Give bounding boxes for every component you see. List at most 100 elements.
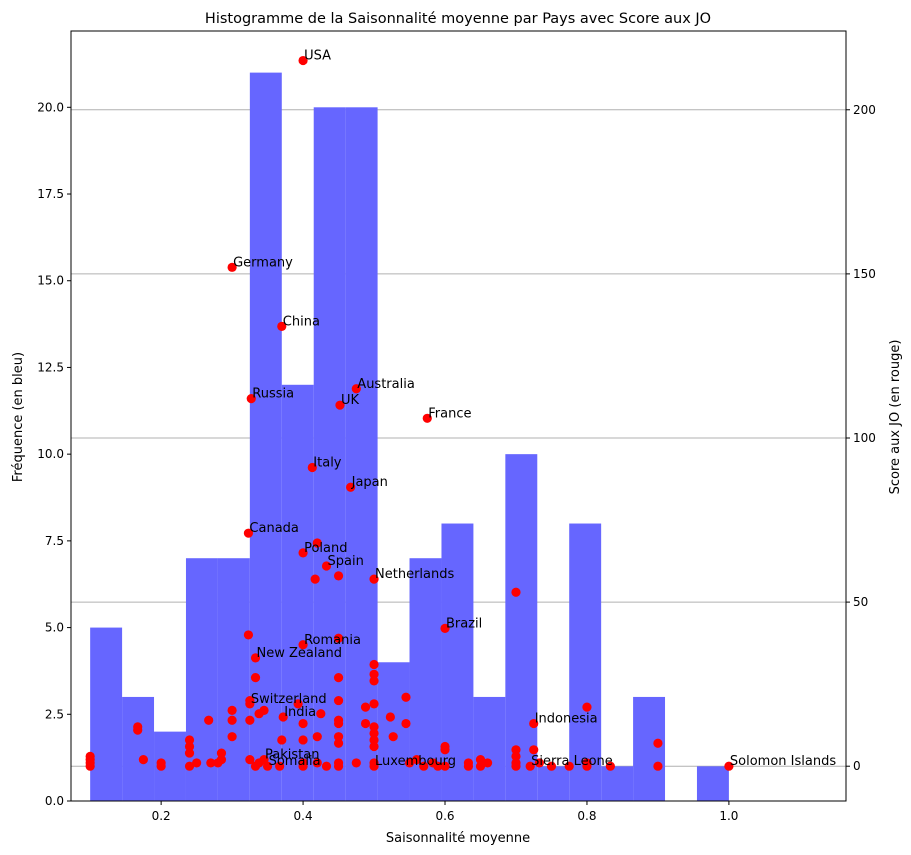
scatter-point [275, 761, 285, 771]
scatter-point [433, 761, 443, 771]
scatter-point [298, 548, 308, 558]
histogram-bar [90, 627, 123, 801]
scatter-point [312, 538, 322, 548]
point-label: Germany [233, 255, 293, 270]
histogram-bar [569, 523, 602, 801]
histogram-bar [633, 696, 666, 801]
scatter-point [369, 669, 379, 679]
scatter-point [192, 758, 202, 768]
scatter-point [133, 725, 143, 735]
scatter-point [184, 735, 195, 745]
histogram-bar [377, 662, 410, 801]
scatter-point [333, 718, 344, 729]
scatter-point [216, 755, 227, 765]
scatter-point [369, 676, 379, 686]
scatter-point [360, 718, 371, 729]
scatter-point [293, 699, 303, 709]
scatter-point [360, 702, 371, 712]
scatter-point [216, 748, 227, 758]
scatter-point [184, 741, 195, 752]
scatter-point [333, 732, 344, 742]
scatter-point [184, 748, 195, 758]
scatter-point [529, 718, 539, 729]
scatter-point [475, 755, 486, 765]
point-label: Spain [327, 554, 363, 569]
scatter-point [310, 574, 320, 584]
histogram-bar [345, 107, 378, 802]
scatter-point [298, 55, 308, 66]
x-tick-label: 0.8 [577, 809, 596, 823]
scatter-point [333, 695, 344, 706]
scatter-point [312, 758, 322, 768]
scatter-point [321, 761, 332, 771]
scatter-point [245, 755, 255, 765]
scatter-point [369, 574, 379, 584]
scatter-point [369, 741, 379, 752]
scatter-point [245, 715, 255, 725]
point-label: Indonesia [535, 712, 598, 727]
scatter-point [206, 758, 216, 768]
scatter-point [243, 630, 254, 640]
point-label: Poland [304, 541, 347, 556]
scatter-point [351, 758, 361, 768]
scatter-point [440, 761, 450, 771]
point-label: Brazil [446, 616, 482, 631]
scatter-point [250, 672, 261, 683]
scatter-point [422, 413, 432, 423]
scatter-point [482, 758, 493, 768]
scatter-point [298, 718, 308, 729]
scatter-point [262, 761, 273, 771]
scatter-point [369, 728, 379, 738]
scatter-point [369, 699, 379, 709]
point-label: Somalia [269, 754, 321, 769]
point-label: India [284, 705, 316, 720]
point-label: Sierra Leone [531, 754, 613, 769]
y-tick-label: 2.5 [45, 707, 64, 721]
scatter-point [463, 761, 474, 771]
scatter-point [277, 735, 287, 745]
scatter-point [440, 745, 450, 755]
point-label: New Zealand [257, 646, 342, 661]
y-tick-label: 20.0 [37, 100, 64, 114]
scatter-point [156, 761, 166, 771]
x-tick-label: 1.0 [719, 809, 738, 823]
scatter-point [333, 633, 344, 643]
scatter-point [312, 732, 322, 742]
scatter-point [529, 745, 539, 755]
scatter-point [333, 571, 344, 581]
scatter-point [333, 761, 344, 771]
histogram-bar [505, 454, 538, 801]
scatter-point [254, 758, 264, 768]
point-label: Luxembourg [375, 754, 456, 769]
scatter-point [316, 709, 326, 719]
y2-tick-label: 50 [853, 595, 868, 609]
scatter-point [227, 732, 237, 742]
scatter-point [546, 761, 557, 771]
scatter-point [388, 732, 398, 742]
y-axis-label: Fréquence (en bleu) [11, 352, 26, 482]
scatter-point [333, 738, 344, 748]
histogram-bar [696, 766, 729, 801]
country-labels: USA Germany China Australia Russia UK France It… [233, 49, 836, 770]
plot-frame [70, 30, 847, 802]
y-axis-right: 0 50 100 150 200 [846, 103, 876, 773]
scatter-point [227, 715, 237, 725]
scatter-point [227, 262, 237, 272]
x-axis-label: Saisonnalité moyenne [386, 831, 530, 846]
scatter-point [653, 738, 663, 748]
scatter-point [511, 761, 521, 771]
y2-tick-label: 100 [853, 431, 876, 445]
scatter-point [511, 751, 521, 761]
scatter-point [653, 761, 663, 771]
point-label: USA [304, 49, 331, 64]
scatter-point [475, 761, 486, 771]
scatter-point [351, 384, 361, 394]
y2-tick-label: 200 [853, 103, 876, 117]
y-tick-label: 0.0 [45, 794, 64, 808]
point-label: Canada [249, 521, 298, 536]
y-axis-left: 0.0 2.5 5.0 7.5 10.0 12.5 15.0 17.5 20.0 [37, 100, 71, 808]
point-label: Australia [357, 377, 415, 392]
scatter-point [605, 761, 615, 771]
histogram-bar [313, 107, 346, 802]
point-label: Romania [304, 633, 361, 648]
